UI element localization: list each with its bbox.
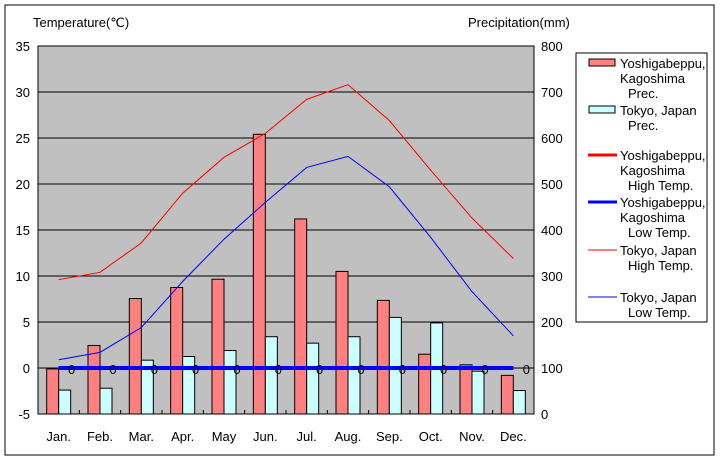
bar-yoshigabeppu-prec — [128, 298, 142, 415]
legend-label: High Temp. — [628, 258, 694, 273]
legend-label: Prec. — [628, 118, 658, 133]
bar-yoshigabeppu-prec — [87, 344, 101, 415]
legend-label: Kagoshima — [620, 163, 686, 178]
bar-tokyo-prec — [512, 390, 526, 415]
data-label: 0 — [399, 362, 406, 377]
legend-label: Low Temp. — [628, 225, 691, 240]
bar-tokyo-prec — [58, 389, 72, 415]
bar-yoshigabeppu-prec — [211, 278, 225, 415]
x-tick-label: Dec. — [500, 429, 527, 444]
legend-swatch — [588, 58, 616, 67]
y-left-tick-label: 15 — [16, 223, 30, 238]
bar-tokyo-prec — [347, 336, 361, 415]
bar-yoshigabeppu-prec — [500, 374, 514, 415]
data-label: 0 — [275, 362, 282, 377]
data-label: 0 — [316, 362, 323, 377]
y-left-tick-label: 35 — [16, 39, 30, 54]
bar-yoshigabeppu-prec — [376, 299, 390, 415]
y-right-tick-label: 800 — [541, 39, 563, 54]
data-label: 0 — [357, 362, 364, 377]
bar-tokyo-prec — [306, 342, 320, 415]
bar-tokyo-prec — [140, 359, 154, 415]
y-right-tick-label: 100 — [541, 361, 563, 376]
bar-yoshigabeppu-prec — [46, 368, 60, 415]
line-series-3 — [58, 155, 514, 361]
data-label: 0 — [523, 362, 530, 377]
legend-label: Yoshigabeppu, — [620, 195, 706, 210]
bar-yoshigabeppu-prec — [335, 270, 349, 415]
y-left-tick-label: 20 — [16, 177, 30, 192]
y-left-tick-label: 0 — [23, 361, 30, 376]
data-label: 0 — [68, 362, 75, 377]
y-right-tick-label: 500 — [541, 177, 563, 192]
y-right-tick-label: 400 — [541, 223, 563, 238]
bar-tokyo-prec — [388, 316, 402, 415]
x-tick-label: Jun. — [253, 429, 278, 444]
legend-label: Tokyo, Japan — [620, 103, 697, 118]
legend-box — [575, 52, 708, 323]
bar-tokyo-prec — [182, 356, 196, 415]
legend-label: Yoshigabeppu, — [620, 56, 706, 71]
legend-label: Low Temp. — [628, 305, 691, 320]
legend-label: Kagoshima — [620, 210, 686, 225]
y-left-tick-label: 5 — [23, 315, 30, 330]
bar-tokyo-prec — [99, 387, 113, 415]
bar-yoshigabeppu-prec — [252, 133, 266, 415]
data-label: 0 — [481, 362, 488, 377]
y-right-tick-label: 600 — [541, 131, 563, 146]
bar-yoshigabeppu-prec — [418, 353, 432, 415]
legend-label: Yoshigabeppu, — [620, 148, 706, 163]
y-left-tick-label: 25 — [16, 131, 30, 146]
x-tick-label: Nov. — [459, 429, 485, 444]
y-right-tick-label: 0 — [541, 407, 548, 422]
y-right-tick-label: 700 — [541, 85, 563, 100]
x-tick-label: Apr. — [171, 429, 194, 444]
x-tick-label: Jul. — [297, 429, 317, 444]
x-tick-label: Oct. — [419, 429, 443, 444]
y-left-axis-title: Temperature(℃) — [33, 15, 129, 30]
y-right-tick-label: 300 — [541, 269, 563, 284]
legend-swatch — [588, 105, 616, 114]
x-tick-label: Feb. — [87, 429, 113, 444]
data-label: 0 — [233, 362, 240, 377]
bar-tokyo-prec — [264, 336, 278, 415]
x-tick-label: May — [212, 429, 237, 444]
legend-label: Kagoshima — [620, 71, 686, 86]
legend-label: Prec. — [628, 86, 658, 101]
legend-label: High Temp. — [628, 178, 694, 193]
legend-label: Tokyo, Japan — [620, 290, 697, 305]
bar-tokyo-prec — [223, 350, 237, 415]
data-label: 0 — [440, 362, 447, 377]
x-tick-label: Mar. — [129, 429, 154, 444]
y-left-tick-label: -5 — [18, 407, 30, 422]
y-right-axis-title: Precipitation(mm) — [468, 15, 570, 30]
bar-yoshigabeppu-prec — [459, 364, 473, 415]
x-tick-label: Jan. — [46, 429, 71, 444]
data-label: 0 — [109, 362, 116, 377]
bar-tokyo-prec — [471, 370, 485, 415]
data-label: 0 — [151, 362, 158, 377]
legend-label: Tokyo, Japan — [620, 243, 697, 258]
y-left-tick-label: 10 — [16, 269, 30, 284]
bar-yoshigabeppu-prec — [294, 218, 308, 415]
line-series-2 — [58, 84, 514, 281]
y-right-tick-label: 200 — [541, 315, 563, 330]
x-tick-label: Sep. — [376, 429, 403, 444]
data-label: 0 — [192, 362, 199, 377]
y-left-tick-label: 30 — [16, 85, 30, 100]
bar-yoshigabeppu-prec — [170, 287, 184, 415]
x-tick-label: Aug. — [335, 429, 362, 444]
